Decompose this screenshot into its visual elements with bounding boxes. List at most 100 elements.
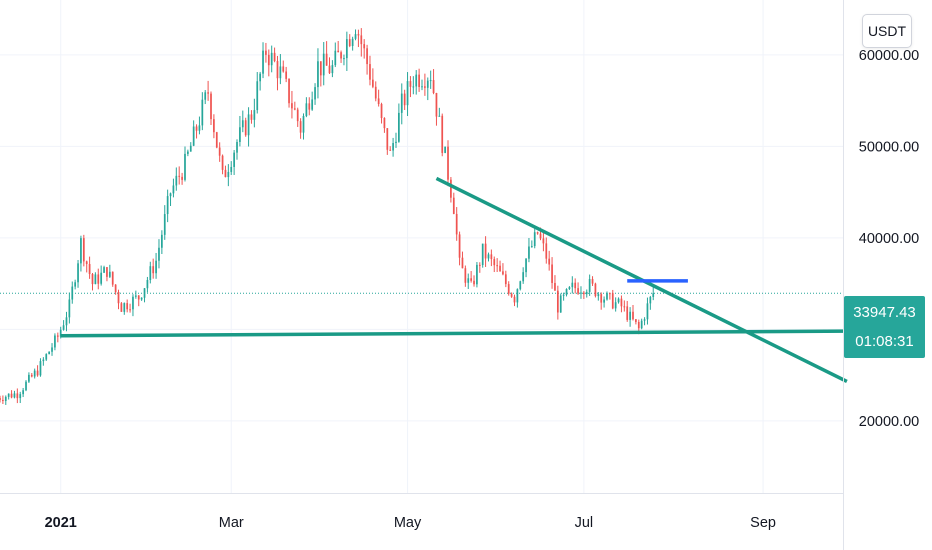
candle-body bbox=[484, 243, 487, 259]
candle bbox=[88, 256, 91, 279]
candle-body bbox=[100, 272, 103, 284]
candle bbox=[108, 264, 111, 279]
candle bbox=[256, 72, 259, 114]
candle bbox=[244, 117, 247, 137]
candle-body bbox=[276, 61, 279, 79]
candle bbox=[10, 390, 13, 399]
candle bbox=[85, 260, 88, 273]
candle bbox=[285, 66, 288, 83]
candle bbox=[525, 258, 527, 278]
candle bbox=[609, 292, 611, 300]
candle-body bbox=[467, 278, 470, 283]
candle-body bbox=[426, 80, 429, 88]
candle bbox=[582, 291, 585, 300]
candle-body bbox=[542, 238, 545, 244]
price-tick-label: 50000.00 bbox=[859, 139, 919, 155]
candle bbox=[4, 395, 7, 405]
candle-body bbox=[539, 233, 542, 239]
candle bbox=[224, 165, 227, 178]
candle-body bbox=[432, 80, 435, 93]
candle bbox=[198, 116, 201, 135]
candle-body bbox=[403, 93, 406, 106]
candle bbox=[568, 286, 571, 290]
candle-body bbox=[409, 81, 412, 87]
candle bbox=[481, 243, 484, 268]
candle-body bbox=[461, 257, 464, 269]
candle-body bbox=[77, 263, 79, 283]
candle-body bbox=[97, 274, 100, 284]
candle bbox=[227, 164, 230, 187]
candle bbox=[597, 292, 600, 301]
candle-body bbox=[455, 213, 458, 235]
candle-body bbox=[325, 53, 328, 66]
candle-body bbox=[571, 282, 574, 288]
candle bbox=[632, 304, 634, 321]
candle-body bbox=[591, 279, 594, 284]
candle-body bbox=[42, 359, 45, 362]
candle bbox=[120, 302, 123, 312]
drawings[interactable] bbox=[60, 176, 848, 384]
candle bbox=[181, 172, 183, 185]
time-axis[interactable]: 2021 Mar May Jul Sep bbox=[45, 515, 776, 531]
candle bbox=[149, 261, 152, 284]
candle bbox=[276, 55, 279, 91]
candle-body bbox=[360, 35, 363, 45]
candle-body bbox=[337, 50, 340, 53]
bar-countdown: 01:08:31 bbox=[855, 333, 914, 350]
candle-body bbox=[588, 279, 591, 292]
candle bbox=[366, 44, 368, 75]
candle bbox=[504, 270, 507, 288]
candle-body bbox=[134, 295, 137, 297]
price-tick-label: 40000.00 bbox=[859, 231, 919, 247]
candle bbox=[45, 353, 48, 361]
candle bbox=[42, 357, 45, 366]
candle bbox=[357, 29, 360, 48]
candle bbox=[383, 117, 386, 133]
candle-body bbox=[253, 110, 256, 120]
candle-body bbox=[2, 399, 4, 402]
candle bbox=[187, 149, 189, 157]
candle-body bbox=[305, 103, 308, 117]
candle bbox=[65, 311, 68, 332]
candle bbox=[354, 29, 357, 41]
candle bbox=[377, 89, 380, 107]
currency-button[interactable]: USDT bbox=[862, 14, 912, 48]
candle bbox=[643, 317, 646, 326]
candle bbox=[380, 102, 383, 124]
candle-body bbox=[282, 66, 285, 72]
time-tick-label: May bbox=[394, 515, 422, 531]
candle bbox=[132, 294, 134, 317]
candle-body bbox=[594, 283, 597, 297]
candle bbox=[59, 326, 62, 339]
candle bbox=[62, 320, 65, 331]
candle bbox=[426, 77, 429, 101]
candle bbox=[7, 393, 10, 400]
candle bbox=[265, 42, 267, 63]
candle-body bbox=[585, 291, 588, 295]
candle-body bbox=[643, 319, 646, 321]
candle-body bbox=[189, 145, 192, 152]
time-tick-label: Sep bbox=[750, 515, 776, 531]
candle-body bbox=[620, 298, 623, 307]
candle-body bbox=[415, 74, 418, 87]
candle bbox=[536, 231, 539, 235]
candle-body bbox=[635, 319, 637, 322]
candle-body bbox=[424, 86, 426, 88]
candle-body bbox=[487, 254, 490, 259]
candle-body bbox=[614, 302, 617, 309]
candle-body bbox=[146, 280, 149, 289]
candle-body bbox=[548, 258, 551, 265]
candle bbox=[438, 107, 441, 117]
support-line[interactable] bbox=[60, 329, 847, 338]
candle bbox=[48, 351, 51, 355]
candle-body bbox=[444, 146, 446, 153]
candle-body bbox=[111, 271, 114, 285]
candle bbox=[522, 267, 525, 284]
candle bbox=[447, 140, 449, 187]
candle-body bbox=[328, 65, 331, 74]
candle bbox=[649, 295, 652, 310]
candle bbox=[169, 192, 172, 206]
candle bbox=[640, 318, 643, 330]
